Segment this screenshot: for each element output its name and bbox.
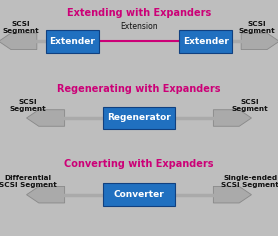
Text: Converting with Expanders: Converting with Expanders [64,159,214,169]
FancyBboxPatch shape [179,30,232,53]
Text: Extender: Extender [183,37,229,46]
Text: Extender: Extender [49,37,95,46]
Text: SCSI
Segment: SCSI Segment [3,21,39,34]
Polygon shape [27,110,64,126]
Polygon shape [27,186,64,203]
Text: SCSI
Segment: SCSI Segment [239,21,275,34]
Polygon shape [241,33,278,50]
Text: Converter: Converter [114,190,164,199]
FancyBboxPatch shape [103,184,175,206]
FancyBboxPatch shape [103,107,175,129]
Text: Extending with Expanders: Extending with Expanders [67,8,211,18]
Text: SCSI
Segment: SCSI Segment [232,99,269,112]
Text: Differential
SCSI Segment: Differential SCSI Segment [0,175,57,188]
Text: Regenerating with Expanders: Regenerating with Expanders [57,84,221,93]
Text: Extension: Extension [120,22,158,31]
Polygon shape [214,110,251,126]
Text: SCSI
Segment: SCSI Segment [9,99,46,112]
Polygon shape [214,186,251,203]
Polygon shape [0,33,37,50]
FancyBboxPatch shape [46,30,99,53]
Text: Single-ended
SCSI Segment: Single-ended SCSI Segment [221,175,278,188]
Text: Regenerator: Regenerator [107,114,171,122]
